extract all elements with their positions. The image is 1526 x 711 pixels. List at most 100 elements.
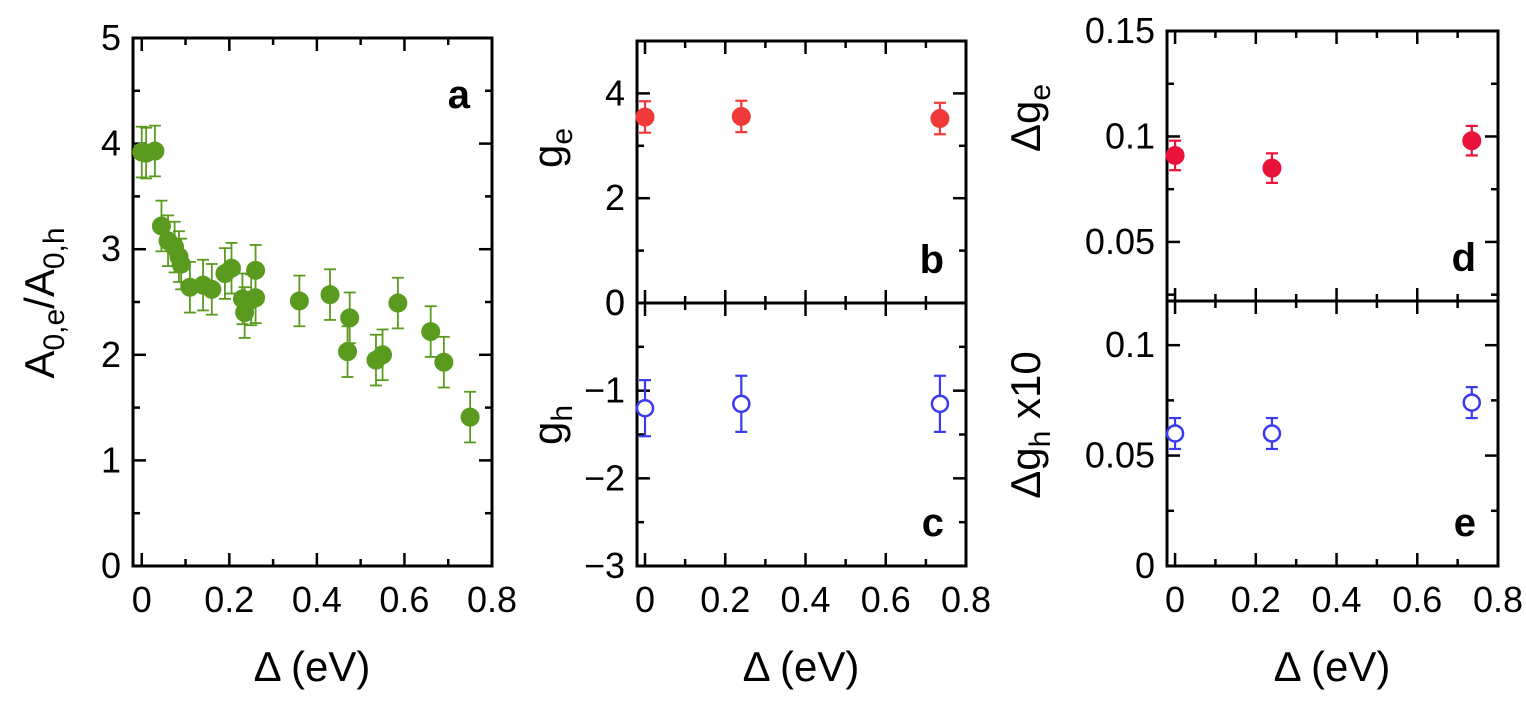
x-axis-title: Δ (eV) (254, 643, 371, 690)
y-title-subscript: 0,h (38, 227, 71, 269)
y-axis-title-a: A0,e/A0,h (16, 227, 71, 378)
y-tick-label: 5 (101, 17, 121, 58)
marker-filled (320, 285, 340, 305)
data-point (434, 335, 454, 389)
panel-b: 0 2 4 b (605, 39, 968, 323)
y-title-part: g (524, 145, 571, 168)
y-tick-label: −3 (584, 545, 625, 586)
y-title-part: A (16, 269, 63, 297)
marker-filled (930, 109, 950, 129)
y-title-subscript: h (1024, 431, 1057, 448)
marker-open (635, 398, 655, 418)
marker-filled (1462, 131, 1482, 151)
panel-d: 0.05 0.1 0.15 d (1085, 10, 1500, 303)
data-point (320, 268, 340, 321)
data-point (460, 390, 480, 444)
marker-filled (171, 254, 191, 274)
data-point (373, 328, 393, 382)
x-axis-title: Δ (eV) (1274, 643, 1391, 690)
x-tick-label: 0.2 (204, 579, 254, 620)
y-tick-label: 0 (605, 282, 625, 323)
marker-filled (731, 106, 751, 126)
marker-filled (289, 291, 309, 311)
y-axis-title-c: gh (524, 405, 579, 445)
data-point (1462, 386, 1482, 420)
x-tick-label: 0.6 (379, 579, 429, 620)
data-point (388, 276, 408, 330)
data-point (930, 374, 950, 433)
data-point (1262, 152, 1282, 184)
marker-filled (340, 308, 360, 328)
y-tick-label: 0 (1135, 545, 1155, 586)
x-tick-label: 0 (1165, 579, 1185, 620)
data-point (246, 271, 266, 325)
y-tick-label: 2 (101, 334, 121, 375)
y-tick-label: 2 (605, 177, 625, 218)
marker-filled (222, 258, 242, 278)
marker-filled (338, 342, 358, 362)
y-tick-label: 4 (605, 72, 625, 113)
marker-open (1462, 393, 1482, 412)
data-point (635, 379, 655, 438)
y-title-subscript: e (1024, 84, 1057, 101)
data-point (289, 274, 309, 328)
data-point (1262, 416, 1282, 451)
y-title-part: Δg (1002, 447, 1049, 498)
data-point (421, 305, 441, 358)
y-tick-label: 0.1 (1105, 115, 1155, 156)
panel-label: a (448, 73, 471, 117)
panel-label: e (1454, 501, 1476, 545)
x-tick-label: 0.4 (292, 579, 342, 620)
x-tick-label: 0 (635, 579, 655, 620)
y-tick-label: 4 (101, 123, 121, 164)
y-tick-label: 1 (101, 439, 121, 480)
y-title-part: / (16, 297, 63, 309)
y-tick-label: 0.05 (1085, 435, 1155, 476)
marker-filled (421, 322, 441, 342)
y-title-part: A (16, 351, 63, 379)
y-title-subscript: e (546, 128, 579, 145)
marker-filled (635, 107, 655, 127)
panel-label: b (920, 238, 944, 282)
data-point (1462, 124, 1482, 157)
marker-filled (1262, 158, 1282, 178)
y-title-part: Δg (1002, 101, 1049, 152)
data-point (145, 124, 165, 178)
x-tick-label: 0.6 (1392, 579, 1442, 620)
data-point (1165, 416, 1185, 451)
marker-filled (145, 141, 165, 161)
y-tick-label: 3 (101, 228, 121, 269)
y-axis-title-d: Δge (1002, 84, 1057, 152)
x-tick-label: 0.2 (1231, 579, 1281, 620)
y-title-part: x10 (1002, 351, 1049, 430)
panel-c: 0 0.2 0.4 0.6 0.8 −3 −2 −1 0 c (584, 282, 991, 620)
marker-filled (1165, 145, 1185, 165)
y-tick-label: 0 (101, 545, 121, 586)
x-tick-label: 0 (132, 579, 152, 620)
plot-frame (635, 301, 968, 568)
panel-a: 0 0.2 0.4 0.6 0.8 0 1 2 3 4 5 a (101, 17, 517, 620)
x-tick-label: 0.4 (1312, 579, 1362, 620)
marker-open (1262, 424, 1282, 443)
data-point (1165, 139, 1185, 172)
panel-label: c (922, 501, 944, 545)
y-tick-label: 0.15 (1085, 10, 1155, 51)
y-tick-label: 0.05 (1085, 221, 1155, 262)
plot-frame (131, 36, 494, 568)
y-title-part: g (524, 422, 571, 445)
data-point (635, 100, 655, 134)
y-tick-label: 0 (605, 282, 625, 323)
data-point (202, 263, 222, 316)
data-point (338, 325, 358, 378)
marker-filled (434, 352, 454, 372)
y-title-subscript: 0,e (38, 309, 71, 351)
data-point (340, 291, 360, 345)
panel-e: 0 0.2 0.4 0.6 0.8 0 0.05 0.1 e (1085, 299, 1523, 620)
data-point (930, 101, 950, 136)
data-point (151, 199, 171, 253)
x-tick-label: 0.8 (1473, 579, 1523, 620)
x-axis-title: Δ (eV) (743, 643, 860, 690)
marker-filled (246, 288, 266, 308)
x-tick-label: 0.2 (700, 579, 750, 620)
